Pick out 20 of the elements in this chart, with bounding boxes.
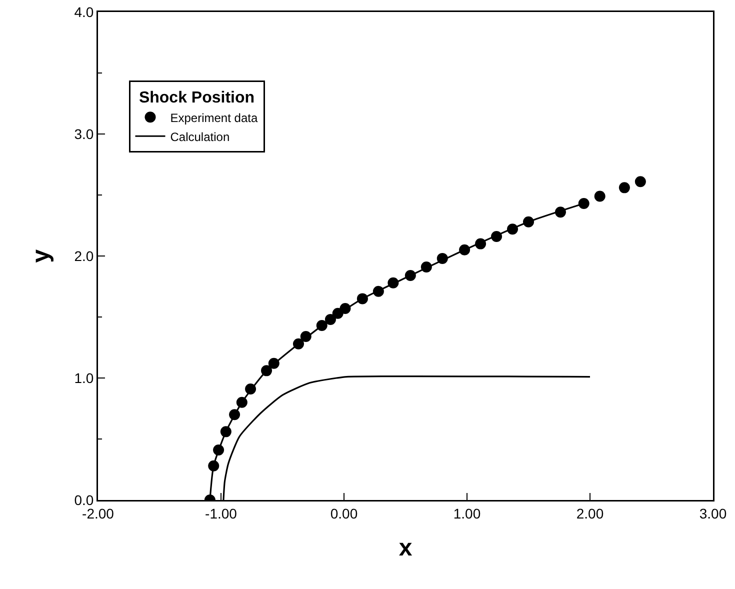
point [594,190,606,202]
y-axis-title: y [28,248,55,263]
legend-label: Experiment data [170,110,258,125]
point [578,198,590,210]
x-tick-label: 0.00 [330,505,358,522]
x-tick-label: -1.00 [205,505,238,522]
y-tick-label: 0.0 [74,492,94,508]
y-tick-label: 4.0 [74,4,94,20]
legend-title: Shock Position [138,90,255,107]
x-axis-title: x [398,534,413,562]
y-tick-label: 2.0 [74,248,94,264]
point [618,182,630,194]
x-tick-label: 3.00 [699,505,727,522]
x-tick-label: -2.00 [82,505,114,522]
legend-label: Calculation [170,130,230,144]
y-tick-label: 1.0 [74,370,94,386]
point [634,176,646,188]
y-tick-label: 3.0 [74,126,94,142]
x-tick-label: 1.00 [453,505,481,522]
x-tick-label: 2.00 [576,505,604,522]
